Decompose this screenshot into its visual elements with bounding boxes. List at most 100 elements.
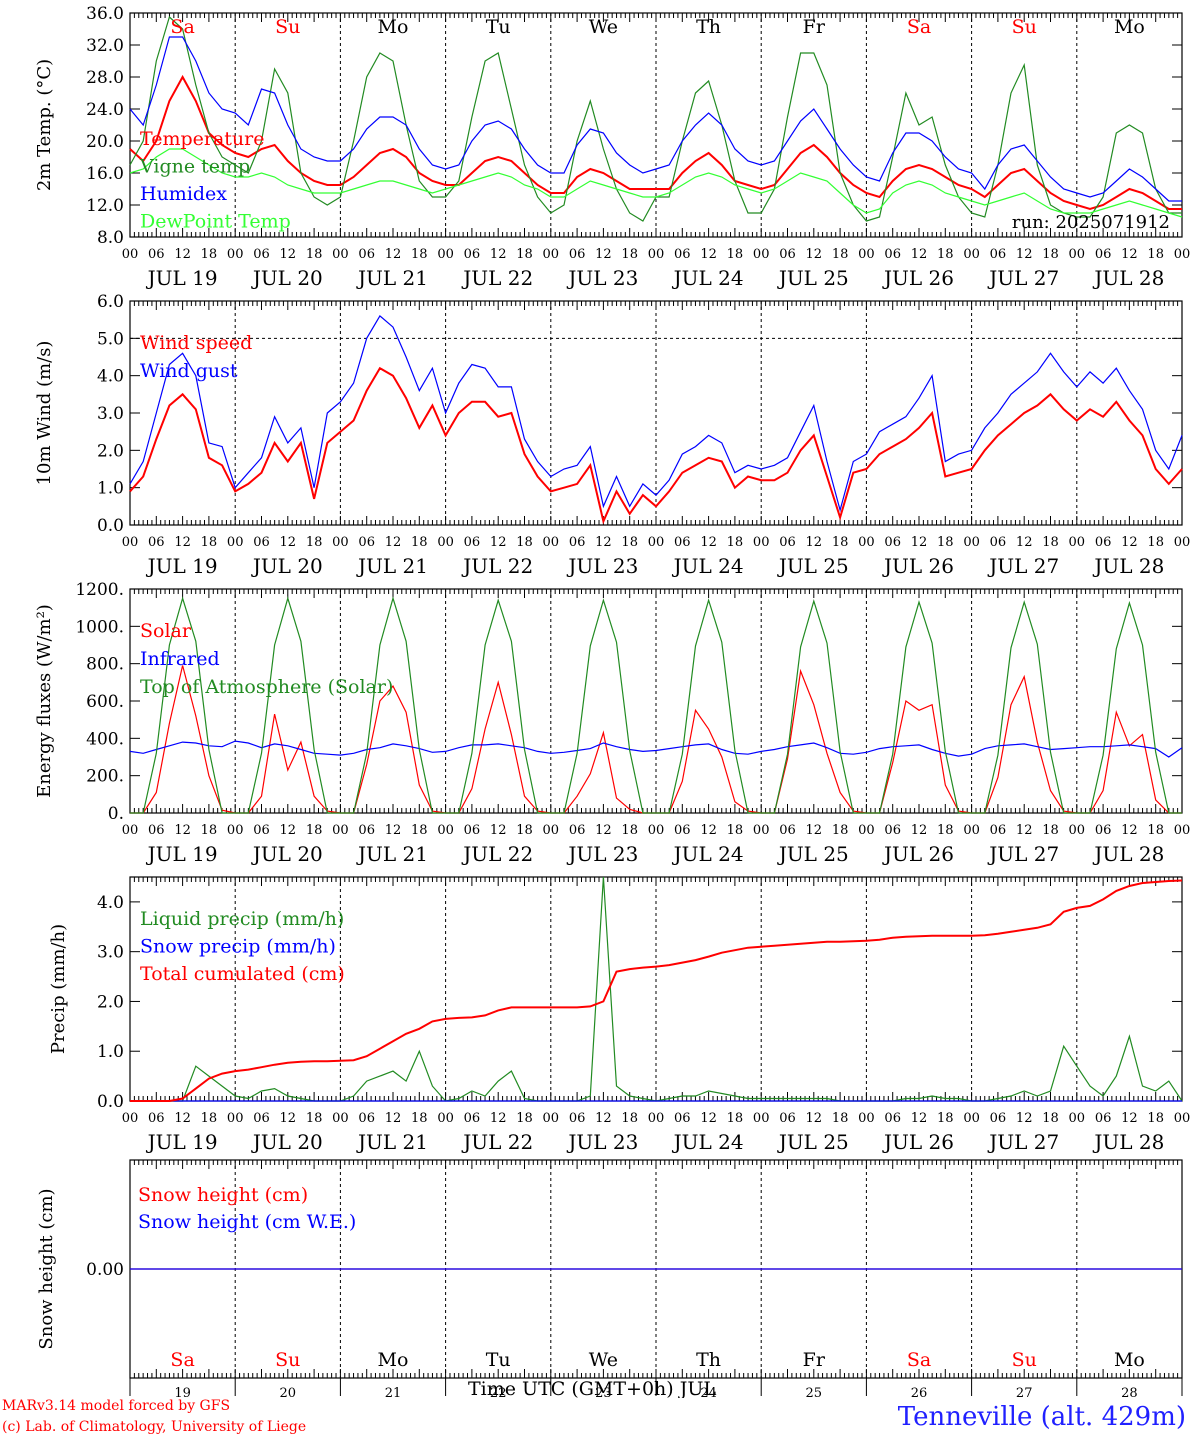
hour-label: 18: [201, 535, 218, 550]
y-axis-label: Energy fluxes (W/m²): [34, 604, 55, 798]
hour-label: 00: [122, 535, 139, 550]
day-number-label: 26: [911, 1386, 928, 1398]
legend-entry: Vigne temp: [139, 156, 250, 178]
hour-label: 12: [280, 247, 297, 262]
hour-label: 00: [648, 247, 665, 262]
y-tick-label: 600.: [86, 692, 124, 712]
hour-label: 18: [411, 535, 428, 550]
hour-label: 06: [148, 535, 165, 550]
series-line-top-of-atmosphere-solar-: [130, 596, 1182, 814]
hour-label: 12: [490, 247, 507, 262]
hour-label: 12: [595, 823, 612, 838]
hour-label: 12: [280, 535, 297, 550]
date-label: JUL 24: [672, 554, 744, 578]
legend-entry: DewPoint Temp: [140, 211, 291, 233]
hour-label: 18: [937, 823, 954, 838]
series-line-vigne-temp: [129, 15, 1182, 222]
legend-entry: Total cumulated (cm): [140, 963, 345, 985]
day-number-label: 28: [1121, 1386, 1138, 1398]
panel-4: 0.0 1.0 2.0 3.0 4.0 Precip (mm/h) Liquid preci…: [48, 876, 1191, 1154]
y-tick-label: 24.0: [86, 100, 124, 120]
hour-label: 00: [227, 247, 244, 262]
date-label: JUL 27: [987, 1130, 1059, 1154]
weekday-label-bottom: Fr: [803, 1349, 826, 1371]
y-tick-label: 200.: [86, 767, 124, 787]
y-tick-label: 2.0: [97, 441, 124, 461]
hour-label: 00: [648, 535, 665, 550]
hour-label: 12: [1121, 247, 1138, 262]
hour-label: 18: [621, 535, 638, 550]
hour-label: 00: [1174, 1111, 1191, 1126]
hour-label: 18: [727, 1111, 744, 1126]
hour-label: 12: [595, 535, 612, 550]
hour-label: 00: [332, 1111, 349, 1126]
hour-label: 12: [490, 823, 507, 838]
legend-entry: Solar: [140, 620, 192, 642]
hour-label: 18: [832, 1111, 849, 1126]
hour-label: 18: [727, 823, 744, 838]
date-label: JUL 21: [356, 554, 428, 578]
weekday-label: We: [589, 16, 618, 38]
hour-label: 12: [806, 823, 823, 838]
weekday-label-bottom: Sa: [907, 1349, 931, 1371]
y-axis-label: 2m Temp. (°C): [34, 59, 55, 191]
legend-entry: Snow height (cm W.E.): [138, 1211, 356, 1233]
plot-frame: [129, 588, 1183, 814]
y-axis-label: 10m Wind (m/s): [34, 341, 55, 486]
hour-label: 18: [516, 1111, 533, 1126]
weekday-label-bottom: Mo: [378, 1349, 409, 1371]
hour-label: 00: [332, 247, 349, 262]
hour-label: 06: [674, 1111, 691, 1126]
hour-label: 12: [911, 1111, 928, 1126]
date-label: JUL 19: [146, 554, 218, 578]
hour-label: 06: [569, 1111, 586, 1126]
weekday-label-bottom: Su: [1012, 1349, 1037, 1371]
panel-1: 8.0 12.0 16.0 20.0 24.0 28.0 32.0 36.0 2m Temp. …: [34, 4, 1190, 290]
hour-label: 18: [1042, 247, 1059, 262]
y-tick-label: 28.0: [86, 68, 124, 88]
hour-label: 12: [1121, 823, 1138, 838]
series-line-wind-gust: [129, 314, 1183, 513]
hour-label: 12: [385, 247, 402, 262]
hour-label: 00: [963, 1111, 980, 1126]
hour-label: 00: [753, 247, 770, 262]
date-label: JUL 25: [777, 554, 849, 578]
hour-label: 00: [227, 823, 244, 838]
hour-label: 18: [201, 1111, 218, 1126]
date-label: JUL 28: [1092, 1130, 1164, 1154]
hour-label: 12: [385, 1111, 402, 1126]
hour-label: 18: [411, 823, 428, 838]
hour-label: 00: [963, 247, 980, 262]
hour-label: 18: [201, 247, 218, 262]
hour-label: 00: [648, 1111, 665, 1126]
hour-label: 12: [1016, 247, 1033, 262]
hour-label: 12: [1121, 535, 1138, 550]
hour-label: 12: [174, 823, 191, 838]
date-label: JUL 26: [882, 842, 954, 866]
date-label: JUL 20: [251, 842, 323, 866]
legend-entry: Top of Atmosphere (Solar): [140, 676, 393, 698]
hour-label: 06: [884, 823, 901, 838]
hour-label: 06: [464, 535, 481, 550]
y-tick-label: 0.00: [86, 1260, 124, 1280]
date-label: JUL 21: [356, 266, 428, 290]
date-label: JUL 25: [777, 842, 849, 866]
date-label: JUL 26: [882, 554, 954, 578]
hour-label: 06: [569, 535, 586, 550]
hour-label: 12: [1016, 823, 1033, 838]
hour-label: 18: [1042, 1111, 1059, 1126]
hour-label: 18: [1147, 535, 1164, 550]
hour-label: 06: [358, 823, 375, 838]
weekday-label: Su: [275, 16, 300, 38]
hour-label: 00: [122, 1111, 139, 1126]
series-line-total-cumulated-cm-: [130, 879, 1183, 1102]
hour-label: 00: [1174, 535, 1191, 550]
legend-entry: Infrared: [140, 648, 220, 670]
y-tick-label: 4.0: [97, 367, 124, 387]
hour-label: 00: [437, 823, 454, 838]
hour-label: 00: [227, 535, 244, 550]
legend-entry: Wind speed: [140, 332, 252, 354]
hour-label: 18: [516, 535, 533, 550]
hour-label: 00: [437, 247, 454, 262]
y-tick-label: 2.0: [97, 992, 124, 1012]
